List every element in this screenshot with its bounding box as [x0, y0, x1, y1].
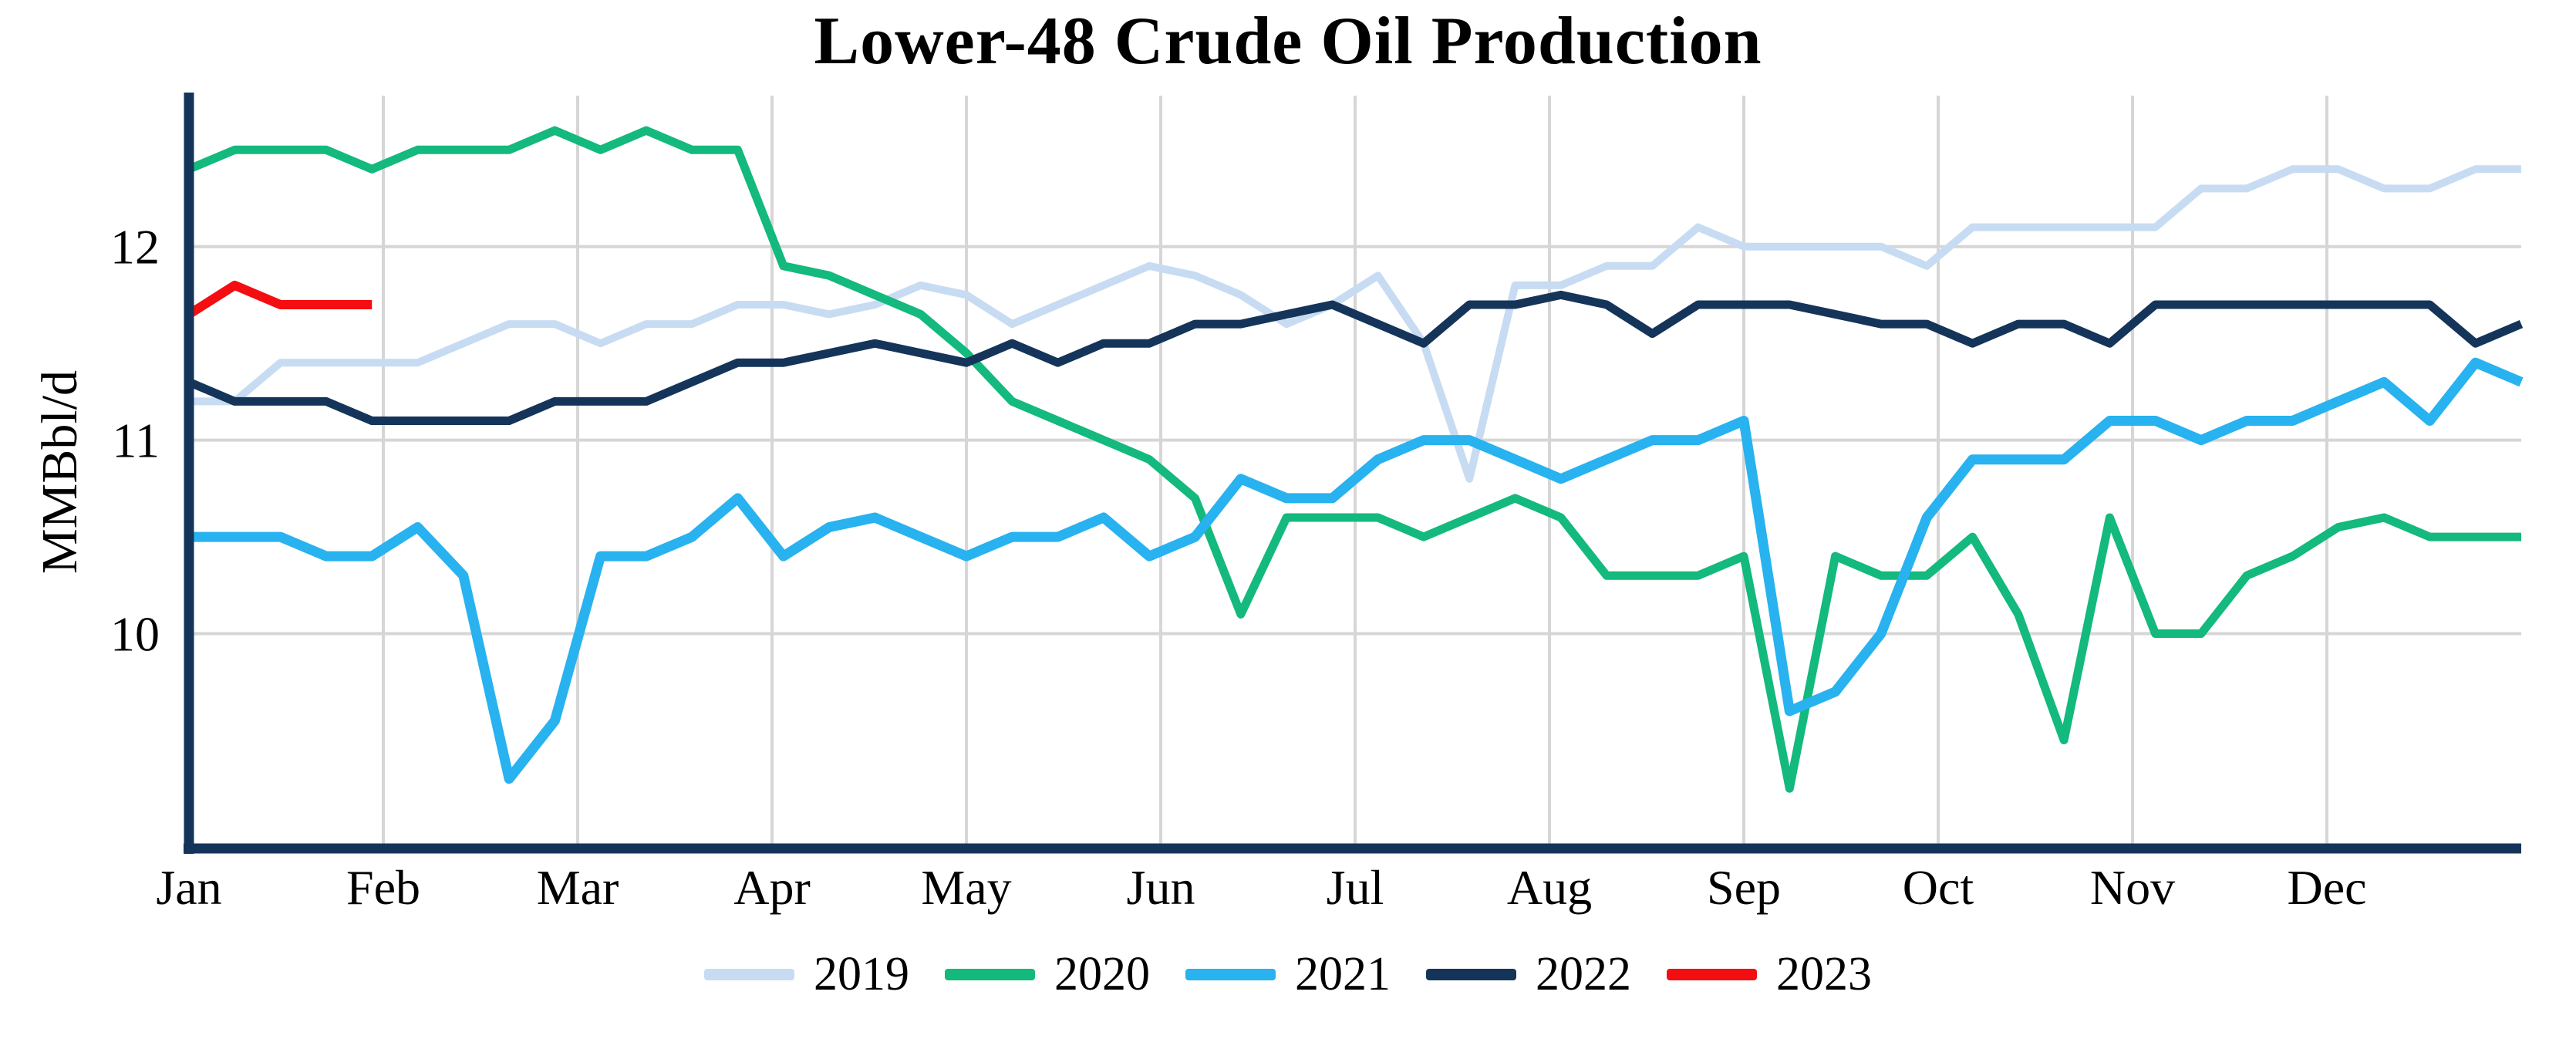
- legend-label-2020: 2020: [1054, 947, 1150, 1000]
- legend-swatch-2021: [1185, 968, 1276, 980]
- series-line-2019: [189, 165, 2521, 483]
- legend-label-2019: 2019: [814, 947, 909, 1000]
- x-tick-label: Mar: [537, 860, 619, 915]
- x-tick-label: Oct: [1903, 860, 1974, 915]
- legend-item-2022: 2022: [1426, 947, 1631, 1002]
- x-tick-label: Aug: [1507, 860, 1592, 915]
- legend-item-2021: 2021: [1185, 947, 1391, 1002]
- legend-item-2020: 2020: [945, 947, 1150, 1002]
- x-tick-label: May: [921, 860, 1011, 915]
- legend-label-2022: 2022: [1536, 947, 1631, 1000]
- y-tick-label: 11: [112, 413, 160, 468]
- y-tick-label: 10: [110, 607, 160, 662]
- series-line-2022: [187, 290, 2524, 425]
- x-tick-label: Feb: [346, 860, 420, 915]
- series-line-2023: [186, 280, 373, 319]
- legend-label-2021: 2021: [1295, 947, 1391, 1000]
- x-tick-label: Jan: [156, 860, 221, 915]
- legend-item-2019: 2019: [704, 947, 909, 1002]
- x-tick-label: Sep: [1707, 860, 1781, 915]
- legend-swatch-2022: [1426, 968, 1516, 980]
- x-tick-label: Jun: [1127, 860, 1195, 915]
- production-line-chart: 12 11 10 Jan Feb Mar Apr May Jun Jul Aug Sep Oct Nov D…: [110, 93, 2524, 915]
- legend-item-2023: 2023: [1667, 947, 1872, 1002]
- y-tick-label: 12: [110, 220, 160, 275]
- series-line-2020: [187, 126, 2521, 793]
- legend-swatch-2023: [1667, 968, 1757, 980]
- chart-title: Lower-48 Crude Oil Production: [814, 4, 1762, 79]
- legend-label-2023: 2023: [1776, 947, 1872, 1000]
- x-tick-label: Nov: [2090, 860, 2175, 915]
- chart-legend: 2019 2020 2021 2022 2023: [0, 932, 2576, 1017]
- x-tick-label: Dec: [2287, 860, 2366, 915]
- x-tick-label: Jul: [1327, 860, 1384, 915]
- x-tick-label: Apr: [733, 860, 811, 915]
- legend-swatch-2020: [945, 968, 1035, 980]
- legend-swatch-2019: [704, 968, 794, 980]
- series-line-2021: [189, 357, 2524, 784]
